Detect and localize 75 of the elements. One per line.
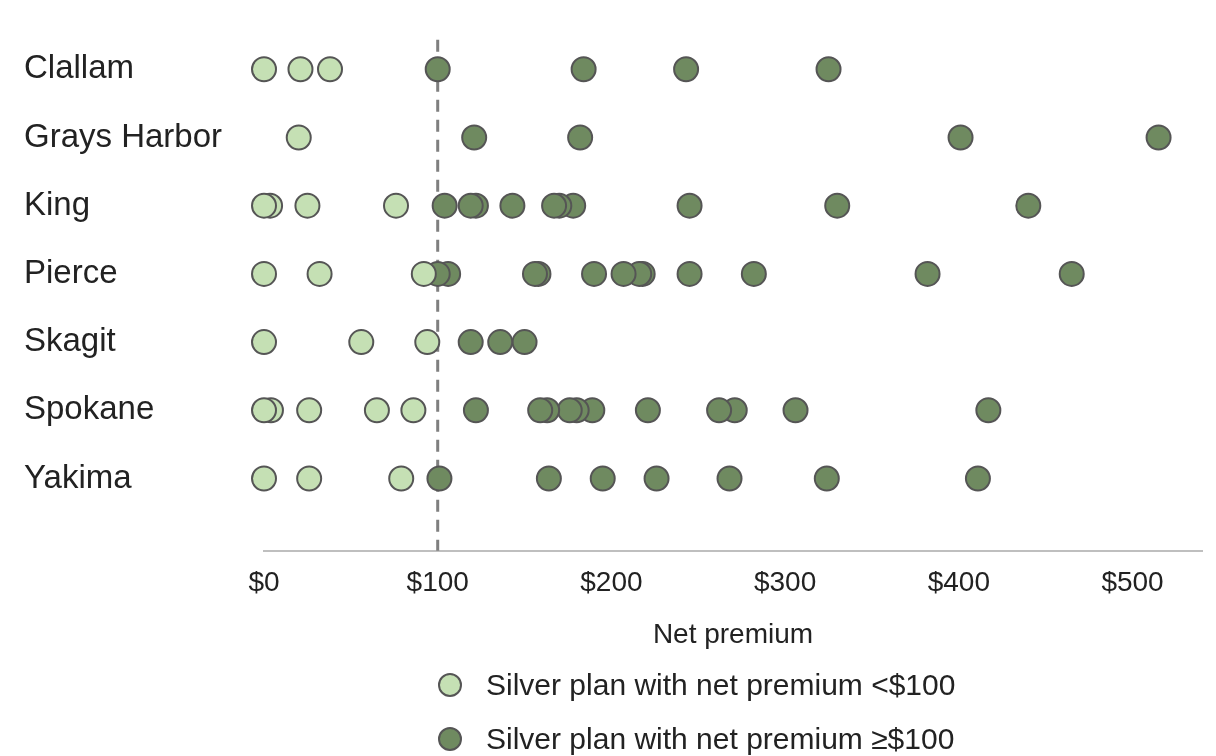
point — [296, 465, 323, 492]
x-tick-label: $500 — [1101, 566, 1164, 598]
point — [1058, 260, 1085, 287]
point — [431, 192, 458, 219]
y-tick-label: Skagit — [24, 321, 116, 359]
point — [947, 124, 974, 151]
point — [424, 56, 451, 83]
point — [567, 124, 594, 151]
point — [813, 465, 840, 492]
point — [251, 192, 277, 219]
point — [706, 397, 733, 424]
point — [521, 260, 548, 287]
point — [511, 329, 538, 356]
point — [296, 397, 323, 424]
point — [581, 260, 608, 287]
point — [673, 56, 700, 83]
point — [251, 260, 277, 287]
point — [251, 56, 277, 83]
x-tick-label: $300 — [753, 566, 817, 598]
point — [556, 397, 583, 424]
point — [975, 397, 1002, 424]
point — [964, 465, 991, 492]
point — [824, 192, 851, 219]
point — [317, 56, 344, 83]
point — [348, 329, 375, 356]
point — [535, 465, 562, 492]
point — [610, 260, 637, 287]
point — [426, 465, 453, 492]
x-tick-label: $100 — [406, 566, 469, 598]
point — [251, 465, 277, 492]
point — [414, 329, 441, 356]
x-axis-title: Net premium — [652, 617, 814, 649]
point — [363, 397, 390, 424]
point — [457, 192, 484, 219]
point — [643, 465, 670, 492]
point — [1015, 192, 1042, 219]
point — [294, 192, 321, 219]
legend-label: Silver plan with net premium ≥$100 — [486, 722, 955, 756]
point — [914, 260, 941, 287]
point — [716, 465, 743, 492]
point — [634, 397, 661, 424]
point — [499, 192, 526, 219]
y-tick-label: Pierce — [24, 252, 118, 290]
point — [676, 260, 703, 287]
point — [527, 397, 554, 424]
point — [388, 465, 415, 492]
x-tick-label: $0 — [248, 566, 280, 598]
point — [676, 192, 703, 219]
point — [285, 124, 312, 151]
point — [383, 192, 410, 219]
point — [1145, 124, 1172, 151]
point — [589, 465, 616, 492]
y-tick-label: King — [24, 184, 91, 222]
point — [306, 260, 333, 287]
point — [400, 397, 427, 424]
point — [461, 124, 488, 151]
point — [740, 260, 767, 287]
point — [541, 192, 568, 219]
point — [251, 397, 277, 424]
point — [462, 397, 489, 424]
point — [251, 329, 277, 356]
point — [487, 329, 514, 356]
point — [410, 260, 437, 287]
point — [815, 56, 842, 83]
y-tick-label: Spokane — [24, 389, 155, 427]
point — [782, 397, 809, 424]
x-tick-label: $200 — [580, 566, 643, 598]
point — [570, 56, 597, 83]
x-tick-label: $400 — [927, 566, 990, 598]
point — [287, 56, 314, 83]
point — [457, 329, 484, 356]
legend-label: Silver plan with net premium <$100 — [486, 668, 956, 702]
y-tick-label: Clallam — [24, 48, 135, 86]
y-tick-label: Grays Harbor — [24, 116, 223, 154]
y-tick-label: Yakima — [24, 457, 133, 495]
